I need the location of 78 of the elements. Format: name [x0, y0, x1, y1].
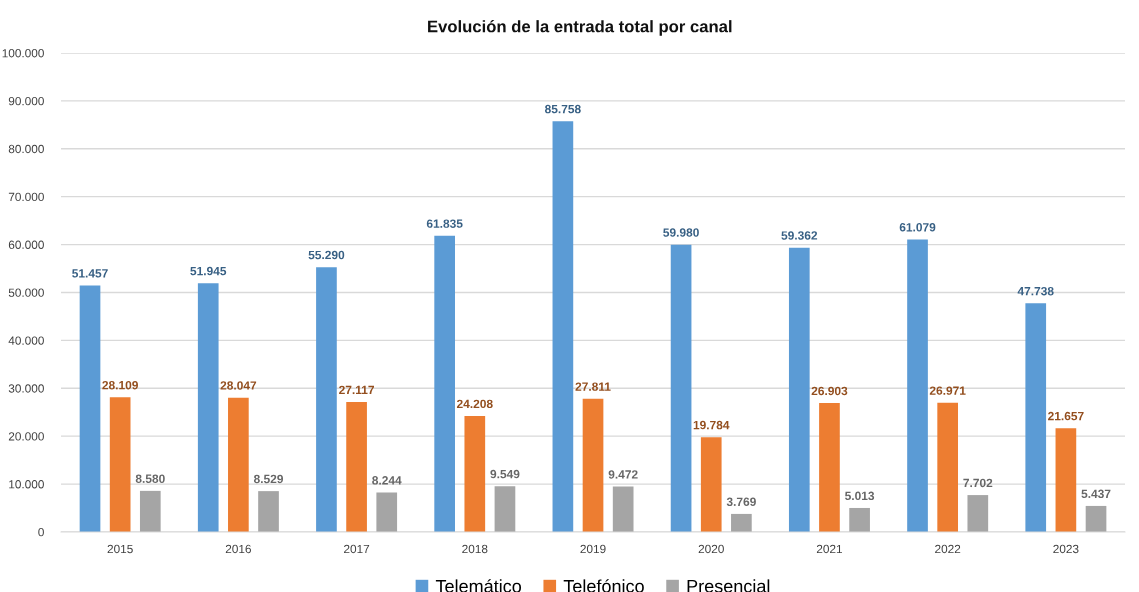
y-tick-label: 30.000 [8, 384, 44, 393]
y-tick-label: 40.000 [8, 336, 44, 345]
bar [1085, 505, 1107, 532]
data-label: 26.903 [811, 386, 848, 396]
x-tick-label: 2017 [344, 544, 370, 554]
data-label: 5.013 [845, 491, 875, 501]
bar [109, 397, 131, 532]
bar [670, 244, 692, 532]
data-label: 8.529 [253, 474, 284, 484]
bar [700, 437, 722, 532]
data-label: 27.117 [339, 385, 374, 395]
x-tick-label: 2015 [107, 544, 133, 554]
x-tick-label: 2023 [1053, 544, 1079, 554]
data-label: 24.208 [456, 399, 493, 409]
data-label: 3.769 [726, 497, 756, 507]
data-label: 55.290 [308, 250, 345, 260]
data-label: 7.702 [963, 478, 993, 488]
data-label: 8.244 [372, 476, 402, 485]
y-tick-label: 90.000 [8, 96, 44, 106]
y-tick-label: 60.000 [8, 240, 44, 249]
y-tick-label: 80.000 [8, 144, 44, 154]
data-label: 59.980 [663, 228, 699, 237]
data-label: 5.437 [1081, 489, 1111, 499]
legend-label: Presencial [687, 579, 770, 592]
bar [434, 235, 455, 532]
bar [79, 285, 101, 532]
y-tick-label: 50.000 [8, 288, 44, 297]
y-tick-label: 70.000 [8, 192, 44, 202]
bar [849, 507, 870, 532]
data-label: 61.079 [899, 223, 936, 232]
data-label: 26.971 [929, 386, 966, 395]
data-label: 85.758 [544, 104, 581, 114]
data-label: 9.549 [490, 469, 520, 479]
bar [731, 513, 752, 532]
bar [1025, 303, 1047, 532]
bar [819, 403, 840, 532]
x-tick-label: 2018 [462, 544, 488, 554]
data-label: 19.784 [693, 420, 730, 430]
bar [464, 416, 486, 532]
bar [228, 397, 249, 532]
bar [907, 239, 928, 532]
x-tick-label: 2021 [816, 544, 843, 554]
bar [258, 491, 279, 532]
data-label: 59.362 [781, 231, 818, 240]
chart-title: Evolución de la entrada total por canal [428, 19, 732, 36]
data-label: 28.047 [220, 381, 257, 390]
y-tick-label: 0 [38, 528, 44, 537]
bar [139, 490, 161, 532]
data-label: 28.109 [102, 380, 138, 390]
data-label: 9.472 [608, 470, 638, 479]
x-tick-label: 2016 [225, 544, 251, 554]
legend-label: Telemático [435, 579, 522, 592]
data-label: 47.738 [1017, 286, 1054, 296]
data-label: 21.657 [1048, 411, 1084, 421]
data-label: 51.945 [190, 266, 227, 276]
y-tick-label: 100.000 [2, 49, 44, 58]
bar [494, 486, 516, 532]
data-label: 27.811 [575, 382, 611, 391]
bar [937, 402, 959, 532]
y-tick-label: 10.000 [9, 480, 44, 489]
data-label: 61.835 [426, 219, 463, 228]
data-label: 8.580 [135, 474, 165, 483]
x-tick-label: 2020 [698, 544, 724, 554]
legend-label: Telefónico [563, 579, 644, 592]
bar [788, 247, 810, 532]
x-tick-label: 2022 [935, 544, 961, 554]
bar [552, 121, 574, 532]
y-tick-label: 20.000 [8, 432, 44, 441]
bar [316, 267, 337, 532]
bar [1055, 428, 1077, 532]
x-tick-label: 2019 [580, 544, 606, 554]
bar [967, 495, 989, 532]
bar [346, 402, 367, 532]
bar [376, 492, 398, 532]
data-label: 51.457 [72, 269, 108, 278]
bar [612, 486, 634, 532]
bar [582, 398, 604, 532]
bar [197, 283, 219, 532]
